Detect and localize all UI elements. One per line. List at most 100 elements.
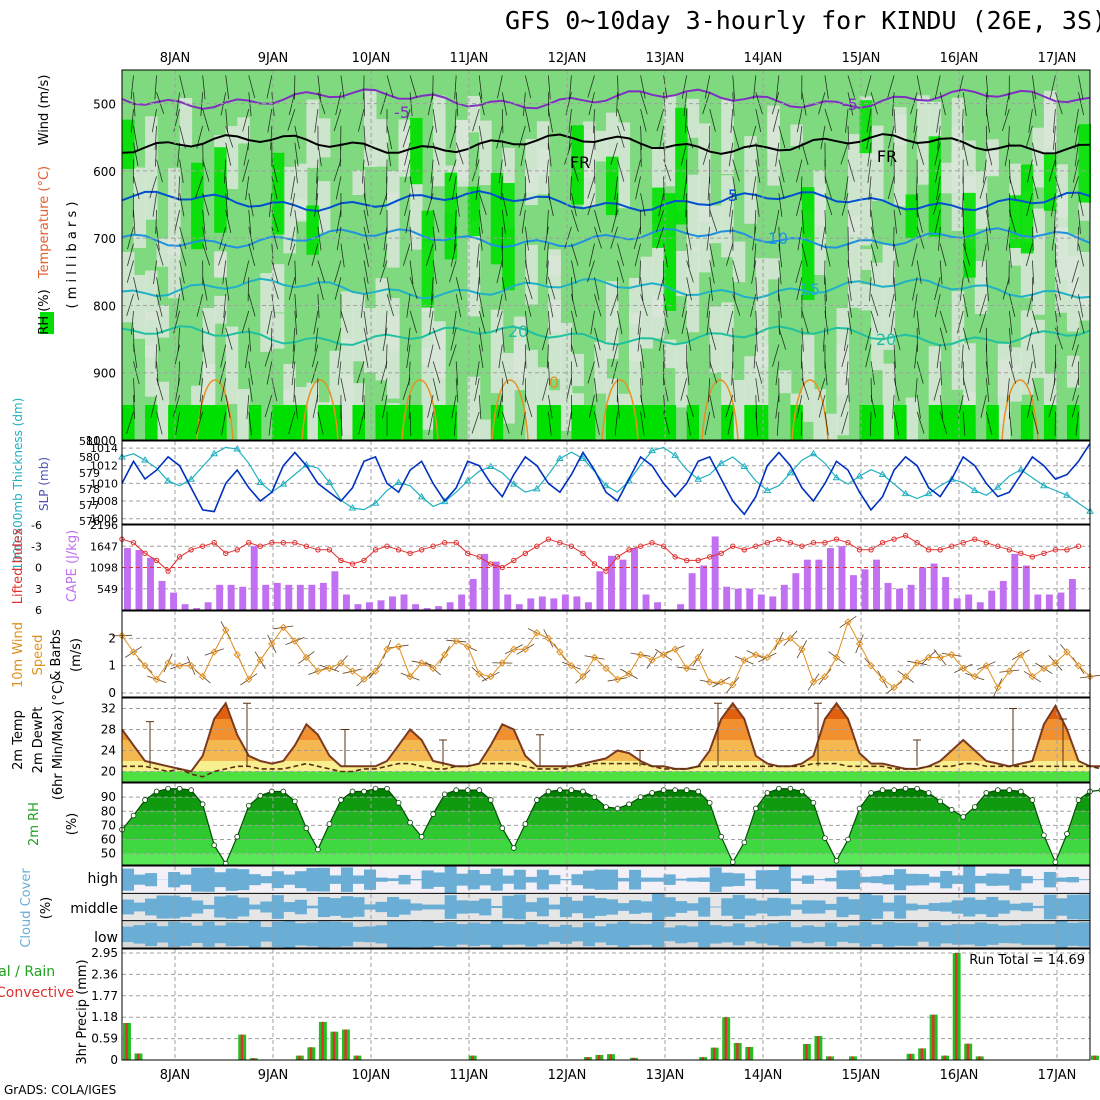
li-tick-label: -3 — [31, 540, 42, 553]
lifted-index-marker — [937, 547, 943, 553]
wind-barb — [452, 310, 457, 335]
cape-bar — [642, 594, 650, 610]
wind-barb — [409, 75, 418, 98]
cloud-cover-bar — [225, 868, 238, 891]
wind-barb — [475, 142, 480, 167]
wind-barb — [818, 394, 826, 418]
temp-frame — [121, 697, 1091, 783]
wind-barb — [777, 277, 780, 302]
thickness-marker — [371, 499, 380, 506]
wind-barb — [845, 109, 849, 133]
wind-speed-marker — [129, 648, 138, 656]
rh-dry-region — [122, 251, 135, 323]
lifted-index-marker — [165, 568, 171, 574]
wind-barb — [242, 108, 250, 132]
rh-marker — [315, 846, 321, 853]
rh-moist-region — [306, 205, 319, 255]
cloud-cover-bar — [410, 921, 423, 948]
cloud-unit-label: (%) — [39, 897, 54, 920]
li-cape-frame — [121, 524, 1091, 611]
wind-speed-marker — [556, 648, 564, 656]
wind-barb — [498, 344, 503, 369]
wind-barb — [569, 176, 572, 201]
rh-dry-region — [813, 187, 826, 227]
wind-speed-marker — [982, 661, 990, 670]
wind-barb — [916, 411, 925, 434]
lifted-index-marker — [223, 550, 229, 557]
rh-dry-region — [1066, 234, 1080, 296]
wind-barb — [547, 142, 552, 167]
rh-dry-region — [1020, 310, 1034, 395]
cloud-cover-bar — [1066, 894, 1079, 920]
rh-dry-region — [317, 181, 331, 233]
rh-marker — [833, 857, 840, 864]
thickness-marker — [786, 468, 795, 476]
lifted-index-marker — [891, 536, 897, 542]
wind-barb — [268, 411, 273, 436]
lifted-index-marker — [902, 532, 909, 539]
cape-bar — [354, 604, 362, 610]
wind-speed-marker — [198, 672, 207, 681]
thickness-marker — [602, 481, 610, 489]
wind-barb — [271, 294, 276, 318]
cloud-cover-bar — [202, 867, 215, 892]
wind-barb — [475, 176, 480, 200]
rh-dry-region — [525, 244, 538, 305]
wind-barb — [402, 378, 411, 400]
cloud-cover-bar — [917, 904, 930, 910]
cloud-cover-bar — [317, 867, 330, 892]
rh-dry-region — [905, 397, 919, 440]
rh-dry-region — [917, 95, 930, 185]
wind-barb — [311, 344, 319, 368]
cloud-cover-bar — [778, 921, 791, 947]
wind-barb — [406, 294, 411, 318]
lifted-index-marker — [465, 550, 471, 557]
wind-barb — [616, 92, 618, 117]
precip-convective-bar — [240, 1034, 244, 1060]
wind-barb — [218, 243, 227, 266]
precip-axis-label: 3hr Precip (mm) — [75, 959, 90, 1064]
cloud-cover-bar — [582, 922, 595, 947]
wind-barb — [709, 361, 718, 384]
wind-barb — [820, 125, 826, 150]
rh-dry-region — [260, 273, 273, 352]
rh-dry-region — [709, 205, 723, 244]
cloud-cover-bar — [421, 904, 434, 910]
wind-barb — [569, 75, 572, 100]
wind-barb — [222, 260, 227, 285]
wind-barb — [202, 243, 211, 266]
wind-barb — [893, 243, 899, 267]
wind-barb — [363, 243, 369, 267]
wind-barb — [497, 394, 503, 419]
thickness-marker — [1063, 491, 1071, 498]
bottom-date-label: 13JAN — [646, 1068, 685, 1083]
precip-tick-label: 2.95 — [91, 946, 118, 960]
cloud-cover-bar — [1020, 876, 1033, 884]
cape-tick-label: 2196 — [90, 519, 118, 532]
wind-speed-marker — [210, 648, 218, 656]
rh-marker — [441, 791, 448, 798]
cloud-cover-bar — [456, 900, 469, 914]
wind-barb — [448, 159, 457, 182]
wind-barb — [478, 394, 482, 419]
rh-marker — [176, 785, 183, 792]
cloud-cover-bar — [433, 922, 446, 946]
rh-marker — [269, 788, 275, 795]
wind-barb — [266, 75, 273, 99]
wind-barb — [847, 75, 855, 98]
rh-moist-region — [536, 405, 550, 440]
wind-barb — [841, 344, 849, 367]
wind-barb — [174, 378, 181, 402]
cloud-cover-bar — [179, 874, 192, 885]
lifted-index-marker — [511, 557, 517, 564]
cape-bar — [584, 602, 592, 610]
cape-bar — [527, 598, 535, 610]
rh-moist-region — [317, 405, 331, 440]
lifted-index-marker — [972, 536, 978, 542]
rh-moist-region — [271, 152, 285, 235]
cloud-cover-bar — [848, 899, 861, 915]
cloud-cover-bar — [1055, 877, 1068, 882]
rh-marker — [326, 821, 333, 827]
wind-barb — [223, 294, 227, 318]
wind-barb — [776, 411, 780, 436]
